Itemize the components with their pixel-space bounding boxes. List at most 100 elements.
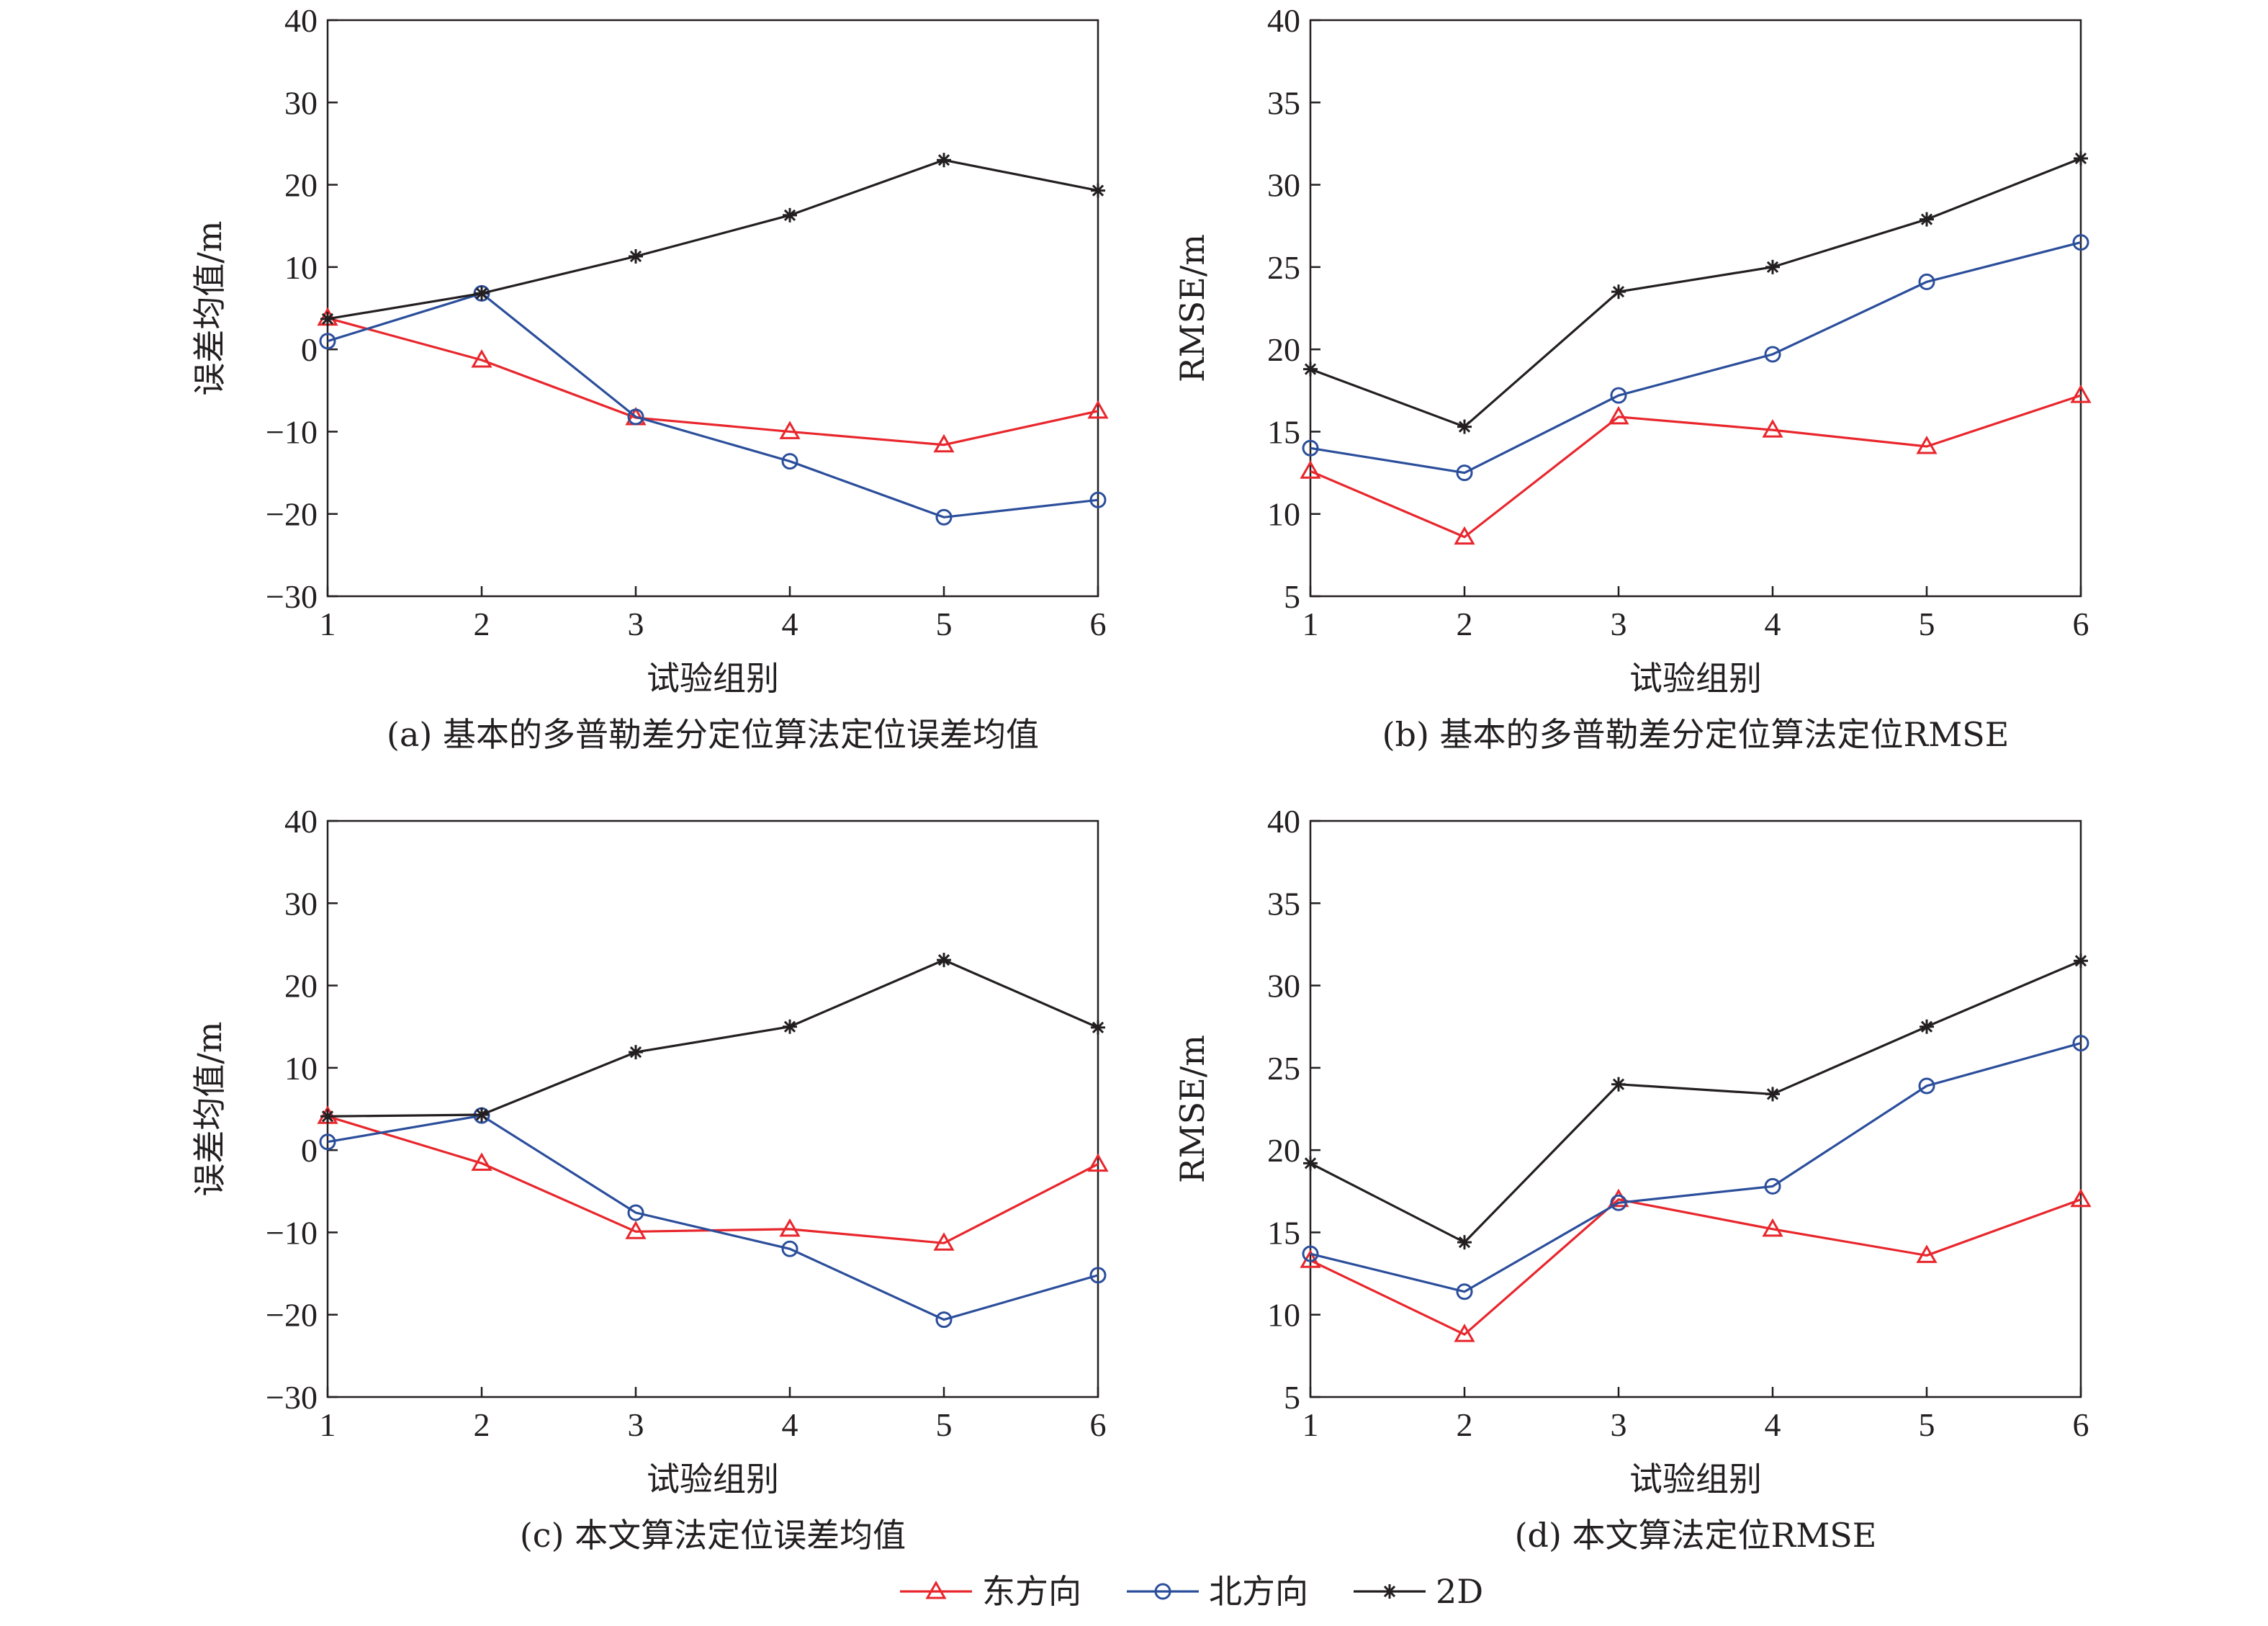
data-point — [1087, 1153, 1109, 1172]
y-tick-label: 20 — [1267, 1132, 1300, 1169]
x-tick-label: 6 — [1090, 606, 1107, 642]
data-point — [627, 1204, 644, 1221]
x-tick-label: 1 — [320, 1406, 336, 1443]
series-line — [1310, 157, 2082, 428]
x-tick-label: 2 — [1457, 1406, 1473, 1443]
data-point — [1089, 491, 1107, 508]
panel-caption: (b) 基本的多普勒差分定位算法定位RMSE — [1382, 715, 2010, 754]
y-tick-label: 40 — [1267, 803, 1300, 840]
y-tick-label: 30 — [1267, 968, 1300, 1005]
y-tick-label: −20 — [266, 1297, 318, 1334]
x-axis-label: 试验组别 — [647, 659, 779, 698]
data-point — [1765, 1087, 1780, 1102]
x-tick-label: 5 — [1919, 1406, 1935, 1443]
x-tick-label: 3 — [628, 606, 644, 642]
data-point — [1765, 259, 1780, 274]
y-axis-label: RMSE/m — [1173, 234, 1212, 382]
series-2d — [1303, 151, 2088, 434]
plot-frame — [1309, 19, 2082, 598]
y-tick-label: 15 — [1267, 413, 1300, 450]
data-point — [474, 1108, 489, 1122]
data-point — [2070, 385, 2092, 403]
data-point — [1302, 439, 1319, 457]
data-point — [783, 207, 797, 223]
chart-panel-b: 5 10 15 20 25 30 35 40 1 2 3 4 5 6 试验组别 RMSE/m (b) 基本的多普… — [1173, 2, 2092, 754]
data-point — [933, 434, 955, 453]
data-point — [2070, 1188, 2092, 1208]
series-line — [327, 958, 1099, 1118]
x-tick-label: 5 — [936, 606, 953, 642]
data-point — [319, 1133, 336, 1151]
data-point — [474, 286, 489, 301]
y-tick-label: 40 — [284, 2, 318, 39]
x-tick-label: 4 — [1765, 1406, 1781, 1443]
x-tick-label: 1 — [1302, 1406, 1319, 1443]
x-axis-label: 试验组别 — [1629, 659, 1762, 698]
x-tick-label: 2 — [474, 606, 490, 642]
panel-caption: (d) 本文算法定位RMSE — [1515, 1516, 1877, 1555]
x-axis-label: 试验组别 — [1629, 1460, 1762, 1499]
data-point — [1302, 1245, 1319, 1262]
legend-item: 东方向 — [900, 1572, 1081, 1611]
data-point — [471, 349, 492, 368]
legend: 东方向 北方向 2D — [900, 1572, 1483, 1611]
data-point — [1920, 1019, 1934, 1034]
chart-panel-c: −30 −20 −10 0 10 20 30 40 1 2 3 4 5 6 试验组别 误差均值/m (c) 本文… — [190, 803, 1109, 1555]
y-tick-label: 20 — [284, 968, 318, 1005]
data-point — [1920, 212, 1934, 227]
x-tick-label: 5 — [1919, 606, 1935, 642]
series-line — [1310, 1042, 2082, 1293]
data-point — [1454, 526, 1475, 545]
series-north — [1302, 1035, 2089, 1301]
series-east — [1300, 385, 2092, 545]
data-point — [779, 421, 801, 439]
series-north — [319, 1107, 1107, 1329]
y-tick-label: 5 — [1284, 1379, 1300, 1416]
data-point — [625, 1221, 647, 1239]
data-point — [1764, 1177, 1781, 1195]
chart-panel-a: −30 −20 −10 0 10 20 30 40 1 2 3 4 5 6 试验组别 误差均值/m (a) 基本… — [190, 2, 1109, 754]
legend-item: 北方向 — [1127, 1572, 1308, 1611]
series-2d — [320, 953, 1105, 1124]
y-tick-label: 40 — [284, 803, 318, 840]
data-point — [2074, 953, 2088, 969]
y-tick-label: −30 — [266, 1379, 318, 1416]
data-point — [1611, 1077, 1626, 1092]
data-point — [319, 333, 336, 350]
data-point — [935, 1311, 953, 1329]
data-point — [779, 1218, 801, 1237]
data-point — [935, 508, 953, 526]
data-point — [320, 311, 335, 326]
x-tick-label: 2 — [1457, 606, 1473, 642]
y-tick-label: 0 — [301, 331, 318, 368]
data-point — [781, 453, 798, 470]
data-point — [781, 1240, 798, 1257]
data-point — [1916, 1244, 1938, 1263]
data-point — [1762, 419, 1783, 438]
y-tick-label: 20 — [284, 167, 318, 204]
series-2d — [320, 153, 1105, 326]
data-point — [1091, 1020, 1105, 1035]
data-point — [1303, 1156, 1318, 1171]
legend-label: 东方向 — [982, 1572, 1081, 1611]
series-east — [317, 307, 1109, 453]
y-tick-label: −10 — [266, 1214, 318, 1251]
data-point — [1608, 405, 1629, 425]
data-point — [471, 1152, 492, 1171]
data-point — [1916, 435, 1938, 454]
y-tick-label: 5 — [1284, 578, 1300, 615]
x-tick-label: 4 — [782, 1406, 798, 1443]
x-tick-label: 6 — [2073, 606, 2089, 642]
series-line — [327, 158, 1099, 320]
x-tick-label: 6 — [2073, 1406, 2089, 1443]
y-tick-label: −20 — [266, 496, 318, 533]
panel-caption: (a) 基本的多普勒差分定位算法定位误差均值 — [387, 715, 1039, 754]
data-point — [1456, 464, 1473, 482]
data-point — [1610, 387, 1627, 404]
chart-panel-d: 5 10 15 20 25 30 35 40 1 2 3 4 5 6 试验组别 RMSE/m (d) 本文算法定… — [1173, 803, 2092, 1555]
y-tick-label: 0 — [301, 1132, 318, 1169]
x-tick-label: 6 — [1090, 1406, 1107, 1443]
series-line — [327, 292, 1099, 518]
data-point — [1610, 1194, 1627, 1211]
series-2d — [1303, 953, 2088, 1250]
